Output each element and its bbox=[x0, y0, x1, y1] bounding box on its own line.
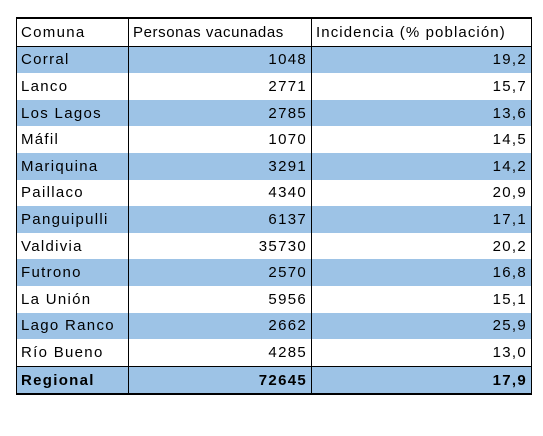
cell-comuna: Paillaco bbox=[16, 179, 129, 207]
cell-comuna: Mariquina bbox=[16, 152, 129, 180]
cell-incidencia: 17,1 bbox=[311, 206, 532, 233]
cell-incidencia: 14,5 bbox=[311, 126, 532, 153]
header-incidencia: Incidencia (% población) bbox=[311, 16, 532, 47]
table-row: Paillaco 4340 20,9 bbox=[16, 179, 532, 207]
cell-vacunadas: 1048 bbox=[128, 46, 312, 74]
cell-vacunadas: 2771 bbox=[128, 73, 312, 100]
header-row: Comuna Personas vacunadas Incidencia (% … bbox=[16, 16, 532, 47]
header-personas-vacunadas: Personas vacunadas bbox=[128, 16, 312, 47]
cell-comuna: Lanco bbox=[16, 73, 129, 100]
table-row: Valdivia 35730 20,2 bbox=[16, 232, 532, 260]
cell-incidencia: 15,7 bbox=[311, 73, 532, 100]
table-header: Comuna Personas vacunadas Incidencia (% … bbox=[16, 16, 532, 47]
header-comuna: Comuna bbox=[16, 16, 129, 47]
table-row: La Unión 5956 15,1 bbox=[16, 285, 532, 313]
cell-vacunadas: 5956 bbox=[128, 285, 312, 313]
table-row: Máfil 1070 14,5 bbox=[16, 126, 532, 153]
table-row: Los Lagos 2785 13,6 bbox=[16, 99, 532, 127]
cell-incidencia: 13,6 bbox=[311, 99, 532, 127]
cell-comuna: Panguipulli bbox=[16, 206, 129, 233]
cell-comuna: Corral bbox=[16, 46, 129, 74]
cell-comuna: La Unión bbox=[16, 285, 129, 313]
cell-incidencia: 20,2 bbox=[311, 232, 532, 260]
cell-vacunadas: 2662 bbox=[128, 312, 312, 340]
cell-vacunadas: 1070 bbox=[128, 126, 312, 153]
cell-comuna: Lago Ranco bbox=[16, 312, 129, 340]
table-row: Futrono 2570 16,8 bbox=[16, 259, 532, 286]
cell-incidencia: 14,2 bbox=[311, 152, 532, 180]
cell-comuna: Valdivia bbox=[16, 232, 129, 260]
table-row: Río Bueno 4285 13,0 bbox=[16, 339, 532, 367]
table-row: Mariquina 3291 14,2 bbox=[16, 152, 532, 180]
cell-vacunadas: 4285 bbox=[128, 339, 312, 367]
table-row: Corral 1048 19,2 bbox=[16, 46, 532, 74]
total-row: Regional 72645 17,9 bbox=[16, 365, 532, 396]
table-body: Corral 1048 19,2 Lanco 2771 15,7 Los Lag… bbox=[16, 46, 532, 396]
cell-incidencia: 25,9 bbox=[311, 312, 532, 340]
table-row: Panguipulli 6137 17,1 bbox=[16, 206, 532, 233]
vaccination-table: Comuna Personas vacunadas Incidencia (% … bbox=[16, 16, 532, 396]
cell-vacunadas: 4340 bbox=[128, 179, 312, 207]
cell-incidencia: 16,8 bbox=[311, 259, 532, 286]
cell-vacunadas: 2785 bbox=[128, 99, 312, 127]
cell-comuna: Futrono bbox=[16, 259, 129, 286]
cell-comuna: Los Lagos bbox=[16, 99, 129, 127]
table-row: Lanco 2771 15,7 bbox=[16, 73, 532, 100]
cell-vacunadas: 3291 bbox=[128, 152, 312, 180]
cell-comuna: Río Bueno bbox=[16, 339, 129, 367]
total-comuna: Regional bbox=[16, 365, 129, 396]
cell-incidencia: 20,9 bbox=[311, 179, 532, 207]
cell-incidencia: 13,0 bbox=[311, 339, 532, 367]
cell-vacunadas: 35730 bbox=[128, 232, 312, 260]
cell-incidencia: 15,1 bbox=[311, 285, 532, 313]
cell-vacunadas: 2570 bbox=[128, 259, 312, 286]
cell-vacunadas: 6137 bbox=[128, 206, 312, 233]
total-incidencia: 17,9 bbox=[311, 365, 532, 396]
total-vacunadas: 72645 bbox=[128, 365, 312, 396]
cell-comuna: Máfil bbox=[16, 126, 129, 153]
table-row: Lago Ranco 2662 25,9 bbox=[16, 312, 532, 340]
cell-incidencia: 19,2 bbox=[311, 46, 532, 74]
